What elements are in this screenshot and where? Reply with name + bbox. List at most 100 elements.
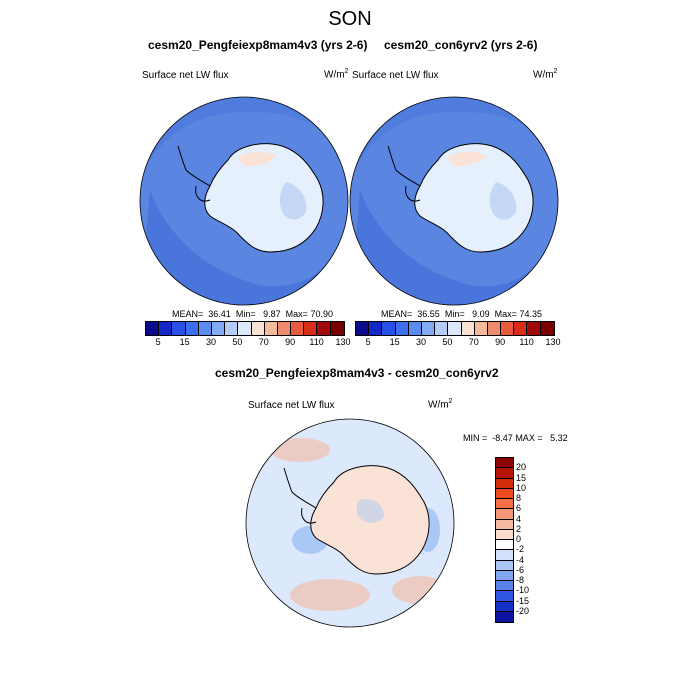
panel3-colorbar-segment <box>496 509 513 520</box>
panel3-colorbar-tick-label: -6 <box>516 564 525 575</box>
panel1-colorbar-segment <box>264 322 278 335</box>
panel3-colorbar-segment <box>496 591 513 602</box>
panel3-colorbar-segment <box>496 478 513 489</box>
panel2-map <box>350 97 558 305</box>
panel3-colorbar-tick-label: -15 <box>516 595 530 606</box>
panel3-title: cesm20_Pengfeiexp8mam4v3 - cesm20_con6yr… <box>215 366 499 380</box>
panel3-colorbar-segment <box>496 560 513 571</box>
panel3-colorbar-tick-label: 4 <box>516 513 522 524</box>
panel1-colorbar-segment <box>159 322 173 335</box>
panel1-colorbar-segment <box>291 322 305 335</box>
panel2-variable-label: Surface net LW flux <box>352 70 439 81</box>
panel3-colorbar-segment <box>496 519 513 530</box>
panel1-title: cesm20_Pengfeiexp8mam4v3 (yrs 2-6) <box>148 38 368 52</box>
panel2-ocean-band <box>350 190 558 305</box>
panel3-colorbar-tick-label: -8 <box>516 575 525 585</box>
panel3-coastline <box>310 465 430 575</box>
panel1-colorbar-tick-label: 30 <box>205 337 217 347</box>
panel1-ocean-band-upper <box>140 97 348 160</box>
panel2-colorbar-segment <box>527 322 541 335</box>
panel1-colorbar-segment <box>304 322 318 335</box>
panel2-colorbar-segment <box>448 322 462 335</box>
panel1-colorbar-segment <box>146 322 160 335</box>
panel1-colorbar-tick-label: 15 <box>179 337 190 347</box>
panel3-map-border <box>245 418 455 628</box>
panel2-colorbar-tick-label: 5 <box>365 337 371 347</box>
panel1-colorbar-segment <box>251 322 265 335</box>
panel3-colorbar-tick-label: -20 <box>516 605 530 616</box>
panel2-colorbar-segment <box>487 322 502 335</box>
panel1-units: W/m2 <box>324 68 349 81</box>
panel3-colorbar-segment <box>496 550 513 561</box>
panel2-colorbar-tick-label: 15 <box>389 337 400 347</box>
panel3-colorbar-tick-label: 10 <box>516 482 527 493</box>
panel2-colorbar-segment <box>461 322 475 335</box>
panel2-stats: MEAN= 36.55 Min= 9.09 Max= 74.35 <box>381 309 542 319</box>
panel1-colorbar-tick-label: 70 <box>258 337 269 347</box>
panel1-map-border <box>139 96 349 306</box>
panel2-colorbar-segment <box>369 322 383 335</box>
panel2-colorbar-tick-label: 90 <box>495 337 506 347</box>
panel1-ocean-band <box>140 190 348 305</box>
panel3-warm-patch-1 <box>270 438 330 462</box>
panel2-colorbar-segment <box>501 322 515 335</box>
panel1-colorbar-segment <box>238 322 252 335</box>
panel3-colorbar-tick-label: 15 <box>516 472 527 483</box>
panel1-variable-label: Surface net LW flux <box>142 70 229 81</box>
panel1-ice-cool-patch <box>279 182 307 220</box>
panel1-stats: MEAN= 36.41 Min= 9.87 Max= 70.90 <box>172 309 333 319</box>
panel2-colorbar-segment <box>408 322 422 335</box>
panel1-map <box>140 97 348 305</box>
panel3-colorbar-tick-label: 0 <box>516 534 522 544</box>
panel3-colorbar-tick-label: 6 <box>516 503 522 514</box>
panel2-ice-cool-patch <box>489 182 517 220</box>
panel2-colorbar-segment <box>540 322 554 335</box>
panel2-colorbar-tick-label: 110 <box>519 337 534 347</box>
figure-title: SON <box>328 8 372 30</box>
panel3-colorbar <box>495 457 514 623</box>
panel1-colorbar-tick-label: 90 <box>285 337 296 347</box>
panel2-colorbar <box>355 321 555 336</box>
panel1-colorbar-segment <box>185 322 199 335</box>
panel2-colorbar-segment <box>382 322 396 335</box>
panel3-colorbar-ticks: 20 15 10 8 6 4 2 0 -2 -4 -6 -8 -10 -15 -20 <box>516 457 546 621</box>
panel1-colorbar-tick-label: 50 <box>232 337 243 347</box>
panel1-colorbar-segment <box>317 322 331 335</box>
panel2-colorbar-tick-label: 50 <box>442 337 453 347</box>
panel3-colorbar-segment <box>496 529 513 540</box>
panel1-colorbar-segment <box>211 322 226 335</box>
panel3-colorbar-tick-label: 2 <box>516 523 522 534</box>
panel3-colorbar-tick-label: -4 <box>516 554 525 565</box>
panel2-antarctica-ice <box>414 143 534 252</box>
panel1-colorbar-segment <box>225 322 239 335</box>
panel3-colorbar-tick-label: 20 <box>516 462 527 473</box>
panel3-colorbar-segment <box>496 468 513 479</box>
panel3-peninsula-coast <box>283 467 317 524</box>
panel1-coastline <box>204 143 324 253</box>
panel2-colorbar-segment <box>395 322 409 335</box>
panel3-colorbar-segment <box>496 601 513 612</box>
panel3-colorbar-segment <box>496 581 513 592</box>
panel3-colorbar-segment <box>496 488 513 499</box>
panel3-variable-label: Surface net LW flux <box>248 400 335 411</box>
panel1-colorbar <box>145 321 345 336</box>
panel3-colorbar-tick-label: 8 <box>516 493 522 503</box>
panel2-map-border <box>349 96 559 306</box>
panel3-map <box>246 419 454 627</box>
panel1-antarctica-ice <box>204 143 324 252</box>
panel1-colorbar-segment <box>277 322 292 335</box>
panel1-colorbar-segment <box>330 322 344 335</box>
panel2-units: W/m2 <box>533 68 558 81</box>
panel3-units: W/m2 <box>428 398 453 411</box>
panel2-coastline <box>414 143 534 253</box>
panel2-colorbar-segment <box>514 322 528 335</box>
panel2-colorbar-tick-label: 30 <box>415 337 427 347</box>
panel1-colorbar-tick-label: 5 <box>155 337 161 347</box>
panel3-colorbar-segment <box>496 611 513 622</box>
panel1-colorbar-tick-label: 130 <box>335 337 351 347</box>
panel1-colorbar-tick-label: 110 <box>309 337 324 347</box>
panel3-colorbar-segment <box>496 458 513 469</box>
panel1-colorbar-segment <box>198 322 212 335</box>
panel3-stats: MIN = -8.47 MAX = 5.32 <box>463 433 568 443</box>
